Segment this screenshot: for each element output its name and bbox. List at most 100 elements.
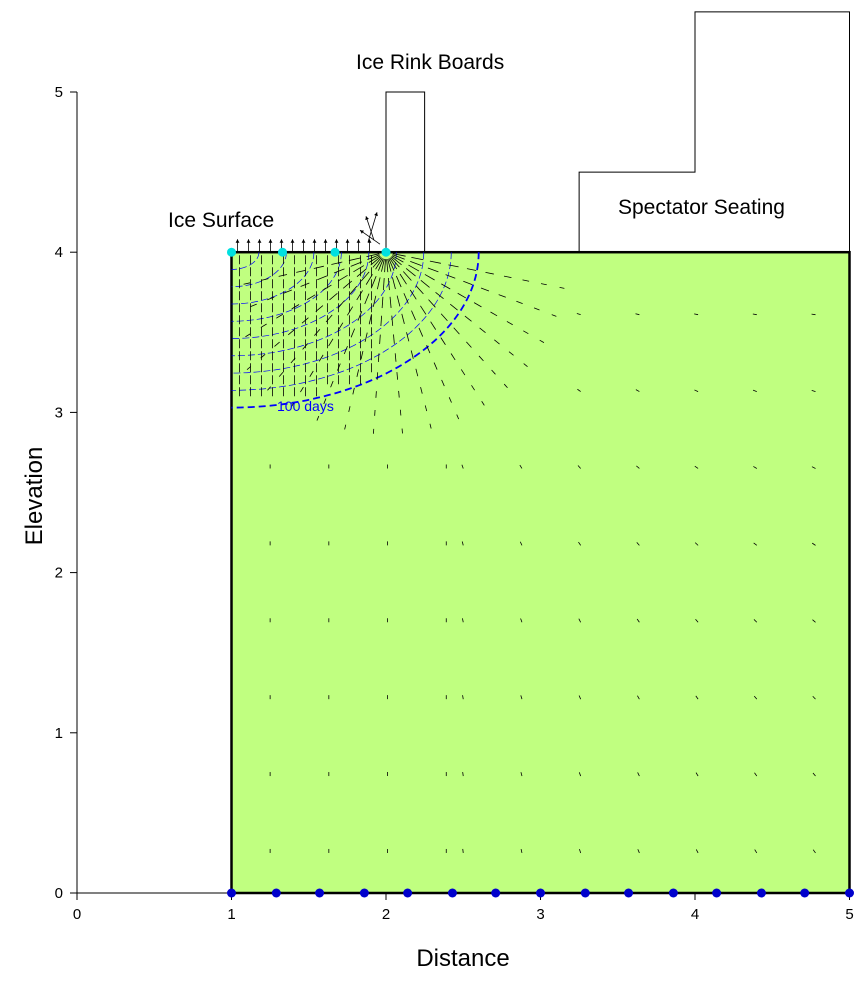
- flux-vector: [395, 275, 402, 288]
- flux-vector: [445, 274, 456, 279]
- flux-vector: [811, 466, 816, 469]
- flux-vector: [520, 618, 523, 623]
- flux-vector: [695, 695, 699, 700]
- flux-vector: [337, 322, 344, 331]
- flux-vector: [577, 465, 581, 469]
- flux-vector: [428, 299, 436, 308]
- inner-contour: [231, 252, 342, 322]
- flux-vector: [441, 283, 451, 290]
- flux-vector: [520, 695, 523, 700]
- flux-vector: [753, 542, 758, 546]
- bottom-boundary-node: [227, 888, 236, 898]
- flux-vector: [410, 350, 414, 359]
- flux-vector: [694, 389, 699, 392]
- flux-vector: [315, 305, 324, 312]
- bottom-boundary-node: [712, 888, 722, 898]
- flux-vector: [353, 265, 365, 273]
- flux-vector: [384, 259, 386, 273]
- flux-vector: [370, 256, 381, 266]
- flux-vector: [260, 354, 266, 359]
- flux-vector: [406, 332, 410, 342]
- flux-vector: [424, 405, 428, 412]
- flux-vector: [471, 385, 475, 391]
- flux-vector: [376, 372, 379, 380]
- flux-vector: [430, 321, 437, 330]
- surface-flux-arrow-head: [290, 239, 295, 243]
- y-tick-label: 4: [55, 244, 63, 261]
- flux-vector: [636, 542, 640, 546]
- flux-vector: [457, 292, 467, 299]
- flux-vector: [540, 283, 547, 286]
- flux-vector: [429, 423, 432, 429]
- flux-vector: [360, 271, 370, 282]
- surface-flux-arrow-head: [279, 239, 284, 243]
- surface-flux-arrow-head: [323, 239, 328, 243]
- flux-vector: [350, 261, 363, 267]
- flux-vector: [314, 328, 321, 336]
- y-tick-label: 1: [55, 725, 63, 742]
- y-axis-title: Elevation: [21, 447, 48, 546]
- flux-vector: [364, 293, 370, 305]
- frost-front-100-days: [231, 252, 480, 409]
- flux-vector: [435, 291, 444, 300]
- flux-vector: [393, 334, 395, 344]
- flux-vector: [415, 368, 419, 377]
- flux-vector: [246, 366, 251, 370]
- flux-vector: [388, 258, 395, 271]
- flux-vector: [753, 466, 758, 469]
- flux-vector: [694, 542, 699, 546]
- flux-vector: [812, 695, 816, 700]
- flux-vector: [283, 289, 292, 294]
- flux-vector: [409, 289, 417, 300]
- flux-vector: [551, 314, 557, 317]
- flux-vector: [637, 849, 640, 854]
- flux-vector: [296, 269, 306, 273]
- flux-vector: [376, 277, 381, 290]
- surface-flux-arrow-head: [356, 239, 361, 243]
- flux-vector: [402, 271, 412, 281]
- surface-flux-arrow-head: [235, 239, 240, 243]
- flux-vector: [559, 286, 565, 289]
- bottom-boundary-node: [800, 888, 810, 898]
- flux-vector: [752, 389, 757, 392]
- flux-vector: [348, 257, 361, 261]
- flux-vector: [460, 369, 466, 376]
- flux-vector: [318, 354, 324, 362]
- flux-vector: [491, 369, 496, 375]
- flux-vector: [461, 541, 464, 546]
- flux-vector: [754, 849, 758, 854]
- flux-vector: [333, 268, 345, 274]
- flux-vector: [291, 304, 300, 310]
- x-tick-label: 5: [845, 906, 853, 923]
- flux-vector: [578, 618, 582, 623]
- flux-vector: [410, 260, 422, 266]
- flux-vector: [462, 695, 464, 700]
- corner-flux-arrow-head: [360, 230, 364, 234]
- bottom-boundary-node: [271, 888, 281, 898]
- flux-vector: [379, 334, 381, 345]
- flux-vector: [396, 372, 399, 380]
- flux-vector: [313, 265, 324, 269]
- surface-flux-arrow-head: [268, 239, 273, 243]
- flux-vector: [637, 772, 640, 777]
- flux-vector: [752, 313, 757, 316]
- flux-vector: [695, 772, 699, 777]
- flux-vector: [389, 257, 398, 270]
- ice-surface-node: [227, 247, 236, 257]
- flux-vector: [462, 848, 464, 854]
- flux-vector: [396, 295, 401, 307]
- inner-contour: [231, 252, 315, 305]
- flux-vector: [267, 386, 271, 391]
- flux-vector: [391, 315, 394, 326]
- flux-vector: [349, 285, 358, 295]
- flux-vector: [290, 403, 294, 408]
- flux-vector: [490, 311, 498, 317]
- flux-vector: [386, 259, 389, 273]
- flux-vector: [387, 258, 392, 272]
- flux-vector: [317, 275, 328, 281]
- flux-vector: [812, 772, 816, 777]
- flux-vector: [506, 321, 513, 326]
- flux-vector: [578, 541, 582, 546]
- flux-vector: [523, 330, 529, 335]
